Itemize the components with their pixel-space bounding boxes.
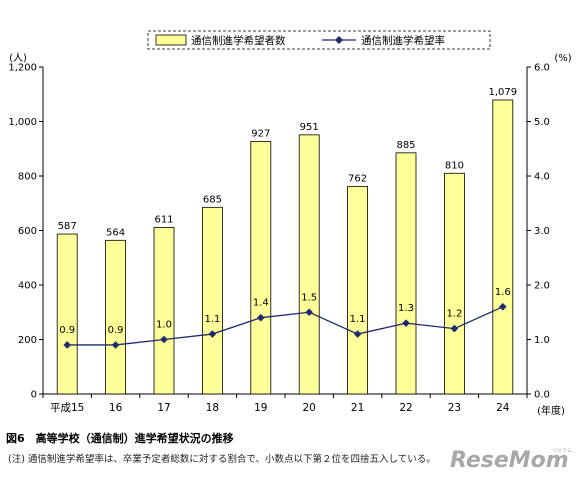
bar-value-label: 762 xyxy=(348,173,367,184)
rate-marker xyxy=(499,303,507,311)
rate-value-label: 1.2 xyxy=(446,309,462,320)
resemom-logo: ReseMom リセマム xyxy=(450,448,572,472)
bar xyxy=(395,152,417,395)
bar xyxy=(492,99,514,395)
x-tick-label: 平成15 xyxy=(50,402,84,414)
bar-value-label: 885 xyxy=(396,140,415,151)
bar xyxy=(105,239,126,395)
rate-value-label: 1.5 xyxy=(301,292,317,303)
y-right-tick-label: 4.0 xyxy=(534,172,550,183)
x-tick-label: 22 xyxy=(399,402,412,414)
bar-value-label: 587 xyxy=(58,221,77,232)
rate-marker xyxy=(402,319,410,327)
rate-marker xyxy=(353,330,362,338)
bar-value-label: 1,079 xyxy=(488,87,517,98)
rate-value-label: 1.1 xyxy=(204,314,220,325)
rate-marker xyxy=(208,330,217,338)
bar xyxy=(443,172,465,395)
legend-bar-label: 通信制進学希望者数 xyxy=(191,34,286,47)
chart: 通信制進学希望者数 通信制進学希望率 (人) (%) (年度) 0 200 400 6… xyxy=(8,30,572,417)
legend-bar-swatch xyxy=(155,34,187,46)
y-left-tick-label: 0 xyxy=(31,390,37,401)
figure-caption: 図6 高等学校（通信制）進学希望状況の推移 xyxy=(6,432,234,445)
bar-value-label: 685 xyxy=(203,194,222,205)
rate-marker xyxy=(111,341,120,349)
bar xyxy=(347,185,369,395)
y-right-tick-label: 0.0 xyxy=(534,390,550,401)
rate-marker xyxy=(305,308,313,317)
y-right-unit: (%) xyxy=(554,53,571,64)
y-right-tick-label: 3.0 xyxy=(534,226,550,237)
x-tick-label: 24 xyxy=(496,402,510,414)
legend-line-label: 通信制進学希望率 xyxy=(361,34,445,47)
rate-value-label: 1.6 xyxy=(495,287,511,298)
rate-value-label: 1.4 xyxy=(253,298,269,309)
y-right-tick-label: 1.0 xyxy=(534,335,550,346)
svg-text:リセマム: リセマム xyxy=(552,448,572,454)
x-tick-label: 19 xyxy=(254,402,267,414)
x-tick-label: 21 xyxy=(351,402,364,414)
rate-value-label: 0.9 xyxy=(59,325,75,336)
rate-value-label: 0.9 xyxy=(108,325,124,336)
svg-text:ReseMom: ReseMom xyxy=(450,448,569,472)
bar-value-label: 611 xyxy=(154,215,173,226)
bar xyxy=(250,140,272,395)
y-left-unit: (人) xyxy=(9,52,27,64)
legend-line-marker xyxy=(335,36,343,44)
y-left-tick-label: 600 xyxy=(18,226,37,237)
y-left-tick-label: 1,000 xyxy=(8,117,37,128)
y-left-tick-label: 400 xyxy=(18,281,37,292)
figure-note: (注) 通信制進学希望率は、卒業予定者総数に対する割合で、小数点以下第２位を四捨… xyxy=(8,454,436,465)
x-tick-label: 20 xyxy=(303,402,316,414)
bar-value-label: 810 xyxy=(445,160,464,171)
plot-area: 0 200 400 600 800 1,000 1,200 0.0 1.0 2.0 3.0 4.0 5.… xyxy=(8,63,550,415)
rate-marker xyxy=(257,313,265,322)
bar xyxy=(201,206,223,395)
legend-box xyxy=(147,30,491,50)
bar xyxy=(298,134,320,395)
rate-line xyxy=(67,306,504,346)
y-left-tick-label: 800 xyxy=(18,172,37,183)
bar-value-label: 564 xyxy=(106,227,125,238)
x-tick-label: 18 xyxy=(206,402,219,414)
x-unit: (年度) xyxy=(537,404,565,417)
y-right-tick-label: 5.0 xyxy=(534,117,550,128)
rate-marker xyxy=(450,324,459,333)
y-left-tick-label: 200 xyxy=(18,335,37,346)
y-right-tick-label: 2.0 xyxy=(534,281,550,292)
bar xyxy=(153,227,175,395)
x-tick-label: 16 xyxy=(109,402,123,414)
bar-value-label: 951 xyxy=(300,122,319,133)
rate-value-label: 1.0 xyxy=(156,320,172,331)
y-right-tick-label: 6.0 xyxy=(534,63,550,74)
rate-marker xyxy=(160,335,168,344)
rate-marker xyxy=(63,341,71,349)
y-left-tick-label: 1,200 xyxy=(8,63,37,74)
rate-value-label: 1.1 xyxy=(350,314,366,325)
bar xyxy=(56,233,78,395)
rate-value-label: 1.3 xyxy=(398,303,414,314)
x-tick-label: 17 xyxy=(157,402,170,414)
x-tick-label: 23 xyxy=(448,402,461,414)
bar-value-label: 927 xyxy=(251,128,270,139)
